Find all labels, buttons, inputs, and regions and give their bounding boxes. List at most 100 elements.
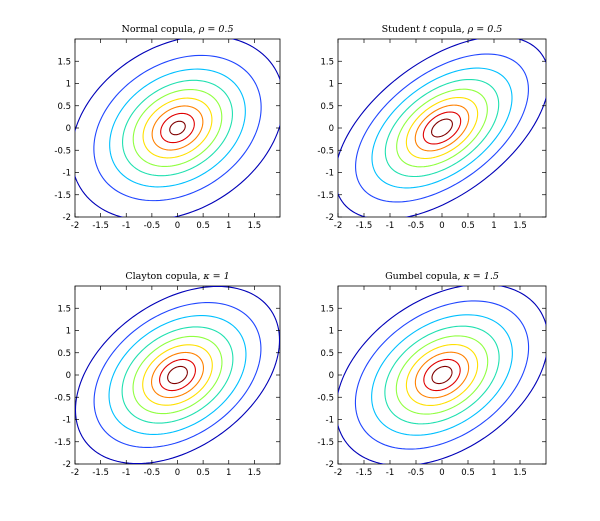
y-tick-label: -1.5 — [54, 438, 71, 448]
y-tick-label: 1.5 — [320, 304, 334, 314]
x-tick-label: 0.5 — [461, 221, 475, 231]
contour-level-4 — [384, 325, 500, 425]
contour-level-2 — [354, 300, 530, 450]
contour-level-8 — [160, 112, 195, 144]
panel-title: Clayton copula, κ = 1 — [125, 271, 229, 282]
axes-frame — [74, 285, 281, 465]
x-tick-label: -2 — [71, 468, 79, 478]
y-tick-label: 0.5 — [57, 102, 71, 112]
x-tick-label: -1.5 — [92, 221, 109, 231]
contour-level-4 — [122, 79, 233, 177]
panel-title: Normal copula, ρ = 0.5 — [122, 24, 234, 35]
axes-frame — [337, 38, 547, 218]
x-tick-label: 0 — [175, 468, 180, 478]
contour-level-9 — [431, 118, 453, 138]
contour-level-7 — [150, 351, 205, 399]
x-tick-label: -1.5 — [356, 468, 373, 478]
contour-level-8 — [423, 358, 461, 392]
contour-level-7 — [414, 104, 470, 152]
contour-level-6 — [142, 97, 213, 159]
contour-level-1 — [75, 39, 280, 217]
y-tick-label: 0.5 — [320, 349, 334, 359]
contour-level-1 — [338, 39, 546, 217]
contour-level-8 — [422, 111, 462, 145]
y-tick-label: -2 — [63, 460, 71, 470]
contour-level-9 — [167, 365, 188, 385]
contour-level-5 — [395, 335, 489, 415]
y-tick-label: 1 — [66, 80, 71, 90]
x-tick-label: -1 — [386, 468, 394, 478]
x-tick-label: 1.5 — [248, 468, 262, 478]
copula-panel-3: -2 -1.5 -1 -0.5 0 0.5 1 1.5 -2 -1.5 -1 -0.5 0 0.5 1 1.5… — [54, 271, 281, 478]
y-tick-label: 1.5 — [320, 57, 334, 67]
x-tick-label: -0.5 — [408, 221, 425, 231]
contour-level-6 — [405, 96, 479, 160]
y-tick-label: -1 — [63, 416, 71, 426]
y-tick-label: -1.5 — [54, 191, 71, 201]
x-tick-label: 1.5 — [513, 468, 527, 478]
x-tick-label: -0.5 — [408, 468, 425, 478]
contour-level-1 — [75, 286, 280, 464]
x-tick-label: 0 — [439, 468, 444, 478]
x-tick-label: 1 — [491, 468, 496, 478]
contour-level-6 — [405, 343, 479, 407]
contour-level-5 — [132, 335, 223, 415]
x-tick-label: -0.5 — [144, 468, 161, 478]
contour-level-2 — [93, 302, 262, 448]
y-tick-label: -2 — [326, 213, 334, 223]
x-tick-label: -1.5 — [92, 468, 109, 478]
x-tick-label: -1 — [122, 468, 130, 478]
contour-level-3 — [109, 68, 246, 188]
y-tick-label: 0.5 — [57, 349, 71, 359]
y-tick-label: -0.5 — [54, 393, 71, 403]
y-tick-label: 1.5 — [57, 57, 71, 67]
contour-level-4 — [384, 78, 500, 178]
contour-level-1 — [338, 286, 546, 464]
y-tick-label: -1 — [326, 416, 334, 426]
y-tick-label: 0 — [329, 371, 334, 381]
x-tick-label: -2 — [334, 468, 342, 478]
x-tick-label: 0 — [175, 221, 180, 231]
x-tick-label: -1.5 — [356, 221, 373, 231]
contour-group — [338, 39, 546, 217]
y-tick-label: -1.5 — [317, 191, 334, 201]
x-tick-label: 1.5 — [513, 221, 527, 231]
y-tick-label: -0.5 — [317, 146, 334, 156]
x-tick-label: 1 — [226, 221, 231, 231]
contour-level-9 — [431, 365, 453, 385]
copula-panel-4: -2 -1.5 -1 -0.5 0 0.5 1 1.5 -2 -1.5 -1 -0.5 0 0.5 1 1.5… — [317, 271, 547, 478]
x-tick-label: 1 — [226, 468, 231, 478]
x-tick-label: -0.5 — [144, 221, 161, 231]
contour-level-8 — [159, 358, 196, 392]
contour-level-2 — [355, 53, 529, 203]
y-tick-label: 0.5 — [320, 102, 334, 112]
x-tick-label: 0.5 — [196, 221, 210, 231]
panel-title: Gumbel copula, κ = 1.5 — [385, 271, 499, 282]
y-tick-label: 0 — [66, 371, 71, 381]
contour-level-5 — [132, 88, 223, 168]
contour-level-2 — [93, 54, 262, 202]
copula-panel-1: -2 -1.5 -1 -0.5 0 0.5 1 1.5 -2 -1.5 -1 -0.5 0 0.5 1 1.5… — [54, 24, 281, 231]
x-tick-label: -2 — [334, 221, 342, 231]
contour-level-9 — [169, 120, 186, 136]
y-tick-label: 0 — [329, 124, 334, 134]
y-tick-label: -2 — [326, 460, 334, 470]
contour-group — [75, 286, 280, 464]
x-tick-label: 1.5 — [248, 221, 262, 231]
x-tick-label: -2 — [71, 221, 79, 231]
contour-level-5 — [396, 88, 488, 168]
panel-title: Student t copula, ρ = 0.5 — [382, 24, 503, 35]
axes-frame — [74, 38, 281, 218]
contour-level-7 — [151, 105, 204, 151]
contour-level-3 — [108, 315, 247, 435]
y-tick-label: -0.5 — [317, 393, 334, 403]
x-tick-label: 1 — [491, 221, 496, 231]
axes-frame — [337, 285, 547, 465]
contour-level-3 — [371, 67, 513, 189]
contour-level-4 — [121, 326, 234, 424]
copula-panel-2: -2 -1.5 -1 -0.5 0 0.5 1 1.5 -2 -1.5 -1 -0.5 0 0.5 1 1.5… — [317, 24, 547, 231]
x-tick-label: -1 — [122, 221, 130, 231]
y-tick-label: 1 — [329, 80, 334, 90]
contour-group — [75, 39, 280, 217]
